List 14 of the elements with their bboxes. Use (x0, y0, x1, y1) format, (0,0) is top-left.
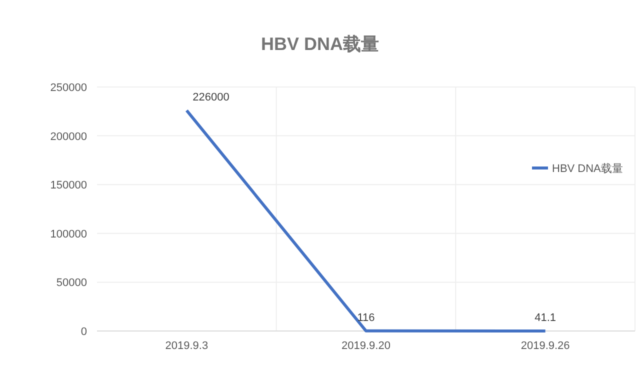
y-tick-label: 100000 (50, 228, 87, 240)
data-label: 226000 (192, 91, 230, 104)
chart-title: HBV DNA载量 (260, 34, 380, 54)
x-tick-label: 2019.9.20 (342, 340, 390, 352)
x-tick-label: 2019.9.26 (520, 340, 570, 352)
legend-label: HBV DNA载量 (552, 162, 623, 175)
y-tick-label: 50000 (56, 277, 87, 290)
data-label: 116 (357, 312, 375, 324)
y-tick-label: 0 (80, 326, 87, 338)
x-tick-label: 2019.9.3 (165, 340, 208, 352)
data-label: 41.1 (534, 312, 556, 324)
y-tick-label: 200000 (50, 130, 87, 143)
y-tick-label: 150000 (50, 180, 87, 192)
y-tick-label: 250000 (50, 82, 87, 94)
